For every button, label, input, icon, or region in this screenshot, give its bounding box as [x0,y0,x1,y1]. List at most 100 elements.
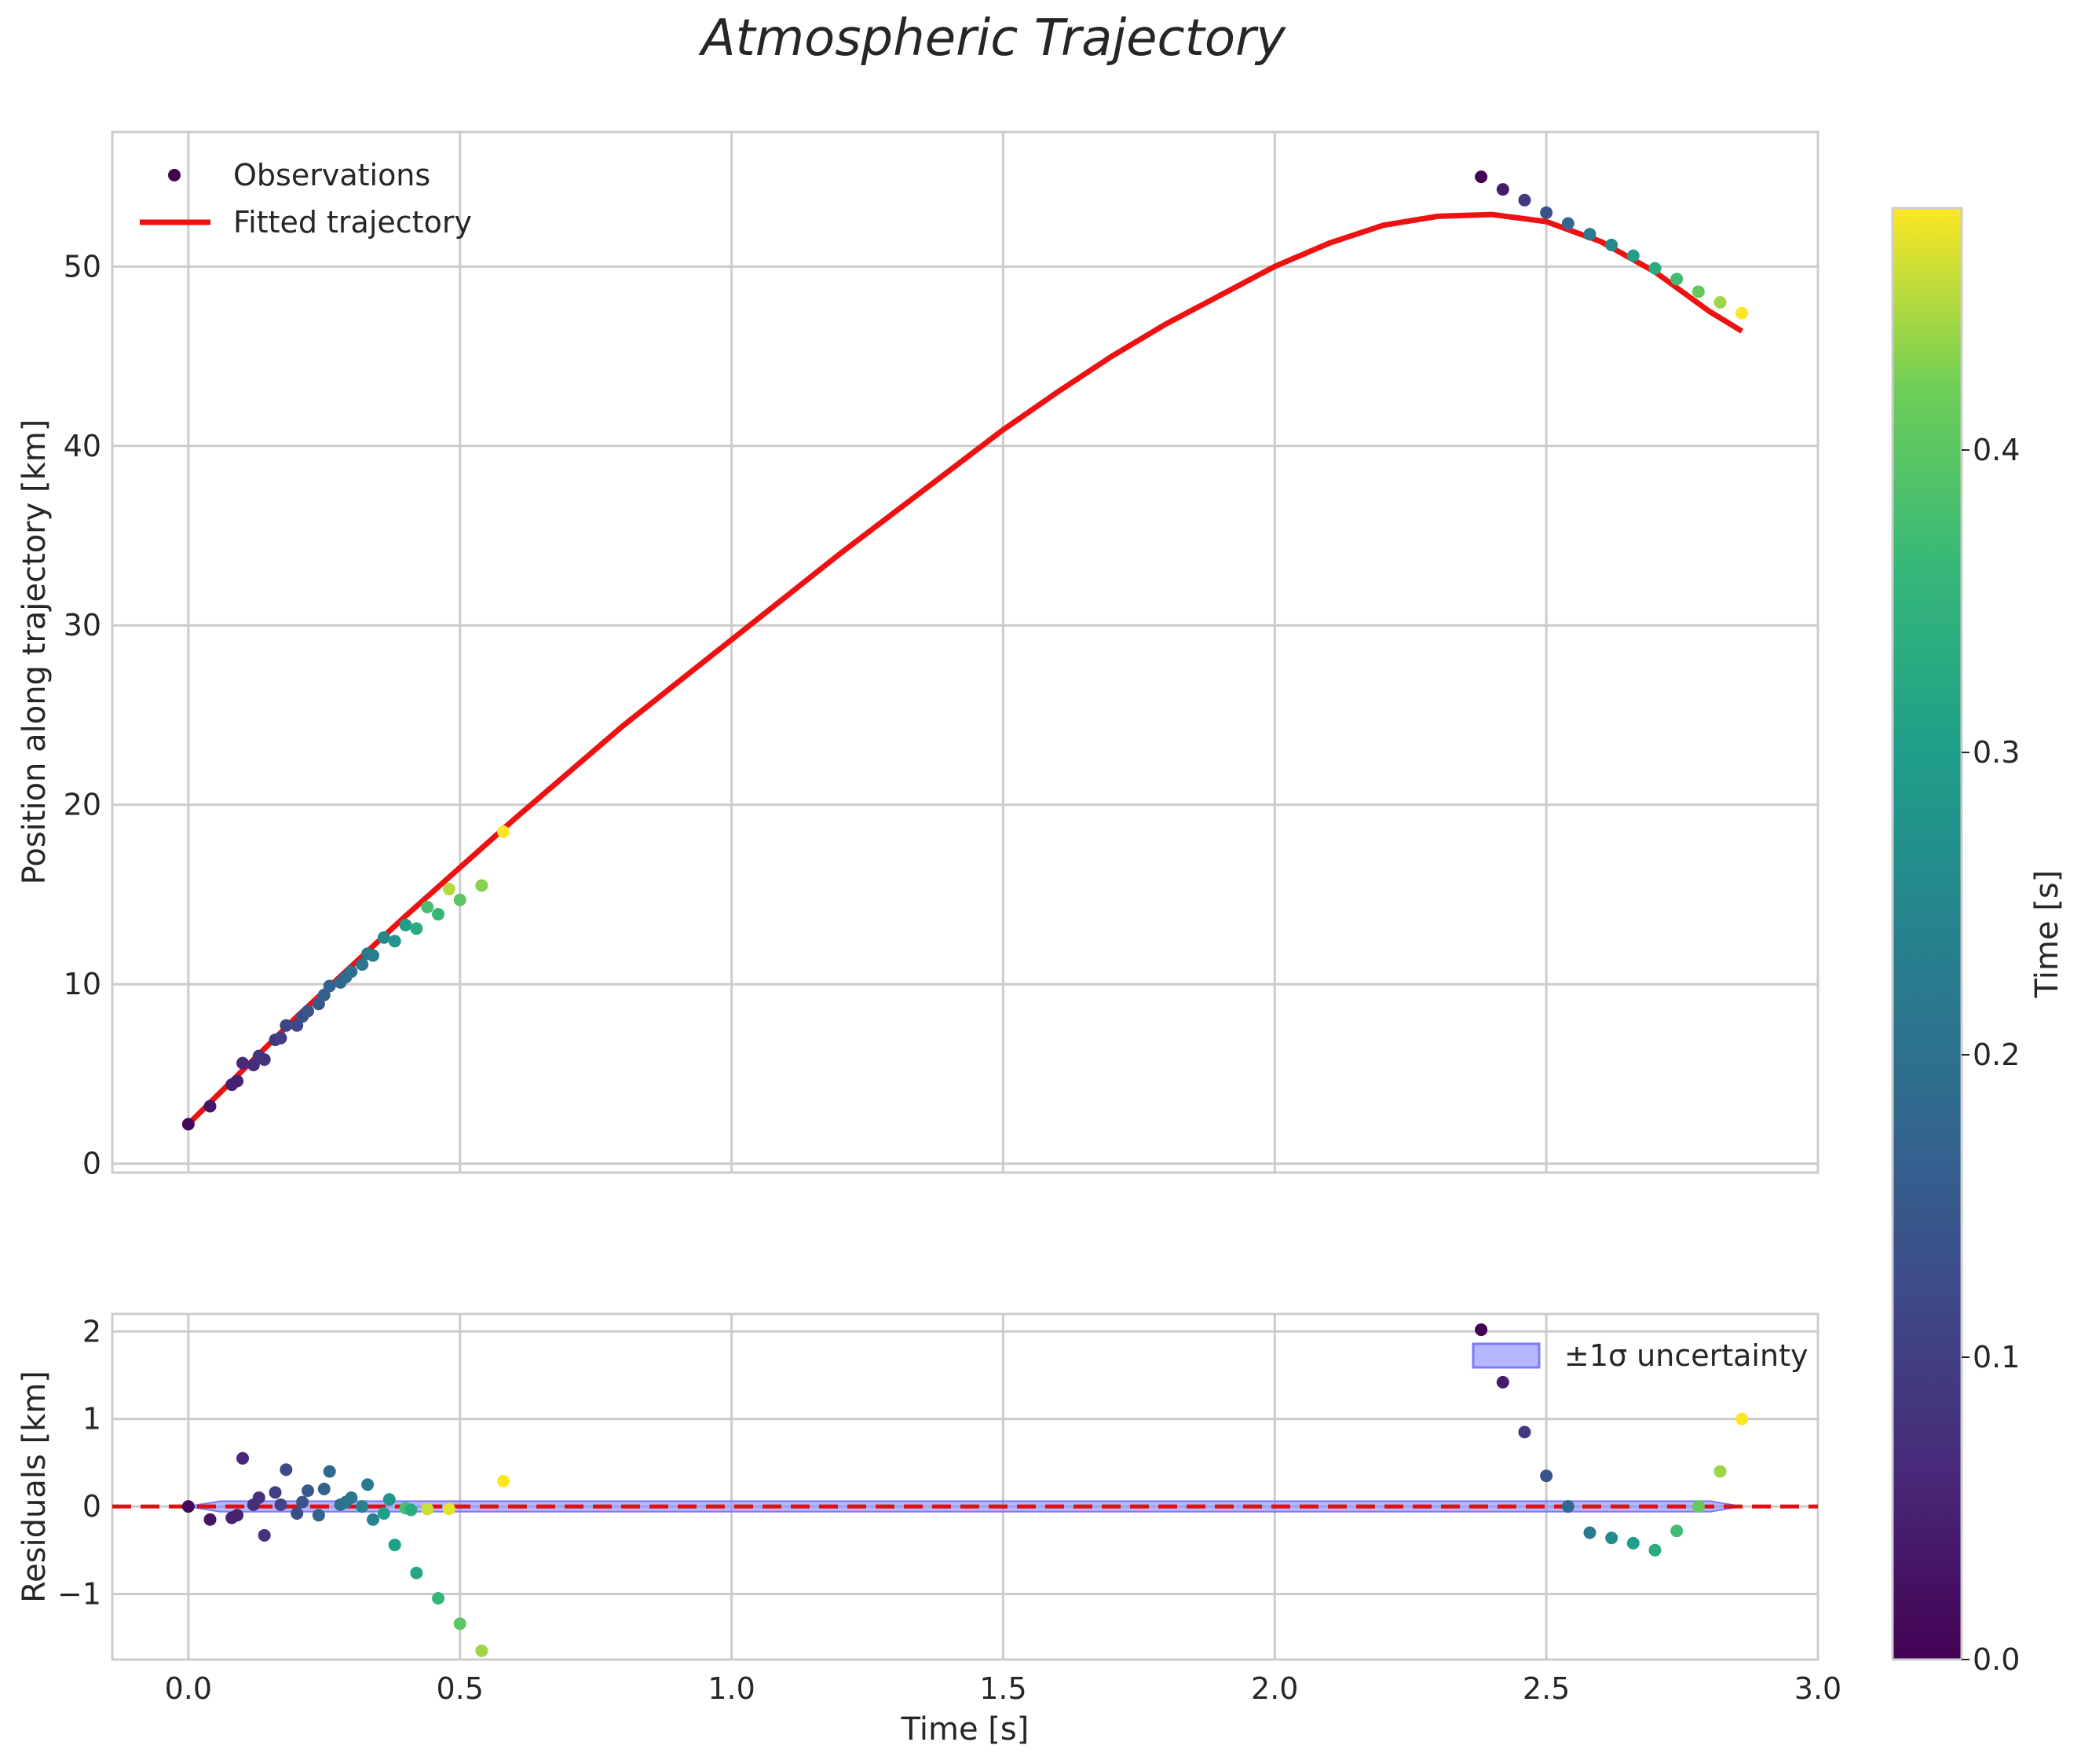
top-gridlines [112,132,1820,1173]
bottom-legend: ±1σ uncertainty [1472,1338,1808,1373]
bottom-ytick-label: 2 [82,1314,101,1349]
residual-point [1475,1323,1488,1337]
residual-points [181,1323,1749,1657]
residual-point [181,1500,195,1513]
observation-point [302,1005,315,1018]
top-ytick-label: 40 [64,429,101,463]
residual-point [1626,1536,1640,1550]
residual-point [404,1503,418,1517]
observation-points [181,170,1749,1131]
colorbar-tick-label: 0.1 [1973,1340,2020,1374]
fitted-trajectory-line [186,211,1744,1126]
residual-point [312,1509,325,1522]
bottom-ytick-labels: −1 0 1 2 [57,1314,101,1611]
residual-point [296,1495,309,1509]
residual-point [236,1451,250,1465]
residual-point [274,1498,287,1511]
observation-point [1583,228,1596,241]
residual-point [345,1491,358,1504]
bottom-xtick-label: 0.5 [436,1671,483,1706]
residual-point [1691,1500,1705,1513]
residual-point [1648,1543,1662,1557]
legend-uncertainty-label: ±1σ uncertainty [1564,1338,1808,1373]
observation-point [1518,193,1531,207]
colorbar-tick-label: 0.3 [1973,735,2020,770]
residual-point [442,1502,455,1516]
observation-point [1475,170,1488,184]
bottom-panel: −1 0 1 2 0.0 0.5 1.0 1.5 2.0 2.5 3.0 Residuals [k… [16,1312,1842,1748]
bottom-xtick-label: 2.0 [1251,1671,1298,1706]
residual-point [302,1484,315,1498]
top-ytick-label: 20 [64,788,101,822]
colorbar-tick-label: 0.0 [1973,1642,2020,1677]
observation-point [432,908,445,921]
bottom-xtick-labels: 0.0 0.5 1.0 1.5 2.0 2.5 3.0 [165,1671,1842,1706]
residual-point [1583,1526,1596,1539]
top-axes-frame [111,130,1820,1174]
top-panel: 0 10 20 30 40 50 Position along trajectory [k… [16,130,1820,1181]
residual-point [382,1493,396,1506]
colorbar-gradient [1891,207,1963,1661]
observation-point [421,900,434,913]
colorbar-tick-label: 0.2 [1973,1038,2020,1072]
residual-point [377,1506,390,1520]
residual-point [497,1474,510,1488]
chart-title: Atmospheric Trajectory [698,9,1286,68]
residual-point [1561,1500,1574,1513]
residual-point [280,1463,293,1477]
residual-point [1670,1524,1684,1538]
observation-point [1605,238,1618,251]
observation-point [1626,249,1640,262]
bottom-xlabel: Time [s] [901,1711,1030,1748]
observation-point [258,1053,271,1067]
colorbar-tick-label: 0.4 [1973,433,2020,467]
residual-point [252,1491,265,1504]
bottom-axes-frame [111,1312,1820,1661]
observation-point [453,893,466,906]
residual-point [258,1528,271,1542]
legend-uncertainty-swatch [1472,1342,1541,1369]
top-legend: Observations Fitted trajectory [140,158,472,240]
observation-point [1713,296,1727,309]
observation-point [475,879,488,892]
residual-point [421,1502,434,1516]
residual-point [203,1513,217,1526]
observation-point [367,949,380,962]
observation-point [274,1031,287,1045]
residual-point [1735,1412,1749,1425]
residual-point [1713,1465,1727,1478]
observation-point [203,1100,217,1113]
bottom-xtick-label: 1.0 [708,1671,755,1706]
observation-point [231,1074,244,1088]
observation-point [497,825,510,838]
top-ylabel: Position along trajectory [km] [16,419,53,885]
colorbar-label: Time [s] [2029,870,2065,999]
residual-point [1605,1532,1618,1545]
residual-point [475,1644,488,1657]
residual-point [361,1478,375,1491]
residual-point [1540,1469,1553,1483]
residual-point [269,1486,282,1499]
residual-point [410,1566,423,1579]
bottom-ytick-label: 0 [82,1489,101,1524]
observation-point [345,965,358,979]
residual-point [453,1617,466,1630]
residual-point [1496,1375,1509,1389]
observation-point [1691,285,1705,298]
colorbar-ticks: 0.0 0.1 0.2 0.3 0.4 [1962,433,2020,1677]
observation-point [388,935,401,948]
bottom-xtick-label: 3.0 [1794,1671,1841,1706]
residual-point [367,1513,380,1526]
observation-point [410,922,423,935]
observation-point [1496,183,1509,196]
observation-point [323,979,336,993]
observation-point [181,1118,195,1131]
residual-point [1518,1425,1531,1439]
observation-point [1648,262,1662,275]
observation-point [1670,273,1684,286]
observation-point [1561,217,1574,230]
colorbar: 0.0 0.1 0.2 0.3 0.4 Time [s] [1891,207,2065,1677]
residual-point [388,1539,401,1552]
observation-point [399,918,412,931]
